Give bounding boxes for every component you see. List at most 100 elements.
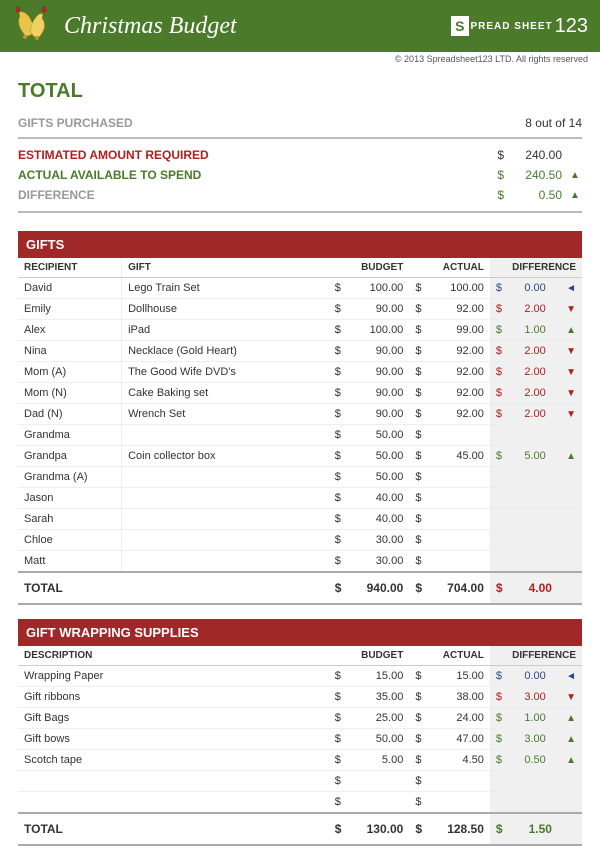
table-row: Dad (N)Wrench Set$90.00$92.00$2.00▼: [18, 404, 582, 425]
actual-cell: 99.00: [456, 324, 484, 336]
description-cell: [18, 792, 329, 814]
diff-cell: 2.00: [524, 303, 545, 315]
recipient-cell: Mom (A): [18, 362, 122, 383]
gifts-total-row: TOTAL $940.00 $704.00 $4.00: [18, 572, 582, 604]
table-row: GrandpaCoin collector box$50.00$45.00$5.…: [18, 446, 582, 467]
wrapping-total-diff: 1.50: [529, 822, 552, 836]
arrow-icon: ▲: [566, 713, 576, 724]
col-recipient: RECIPIENT: [18, 258, 122, 278]
recipient-cell: Chloe: [18, 530, 122, 551]
gift-cell: [122, 467, 329, 488]
arrow-icon: ▼: [566, 367, 576, 378]
gifts-table: RECIPIENT GIFT BUDGET ACTUAL DIFFERENCE …: [18, 258, 582, 605]
gifts-purchased-value: 8 out of 14: [525, 116, 582, 130]
col-actual: ACTUAL: [409, 646, 490, 666]
description-cell: Scotch tape: [18, 750, 329, 771]
gift-cell: The Good Wife DVD's: [122, 362, 329, 383]
table-row: Chloe$30.00$: [18, 530, 582, 551]
actual-cell: 92.00: [456, 366, 484, 378]
estimated-value: 240.00: [512, 148, 562, 162]
gifts-total-budget: 940.00: [367, 581, 404, 595]
budget-cell: 50.00: [376, 450, 404, 462]
table-row: Scotch tape$5.00$4.50$0.50▲: [18, 750, 582, 771]
diff-cell: 3.00: [524, 691, 545, 703]
actual-cell: 15.00: [456, 670, 484, 682]
actual-cell: 38.00: [456, 691, 484, 703]
budget-cell: 25.00: [376, 712, 404, 724]
table-row: Mom (N)Cake Baking set$90.00$92.00$2.00▼: [18, 383, 582, 404]
col-budget: BUDGET: [329, 646, 410, 666]
gifts-total-diff: 4.00: [529, 581, 552, 595]
up-arrow-icon: ▲: [570, 170, 582, 181]
recipient-cell: Nina: [18, 341, 122, 362]
arrow-icon: ▼: [566, 409, 576, 420]
table-row: Jason$40.00$: [18, 488, 582, 509]
actual-label: ACTUAL AVAILABLE TO SPEND: [18, 168, 201, 182]
arrow-icon: ◄: [566, 671, 576, 682]
gift-cell: Necklace (Gold Heart): [122, 341, 329, 362]
budget-cell: 30.00: [376, 534, 404, 546]
budget-cell: 90.00: [376, 303, 404, 315]
gifts-purchased-label: GIFTS PURCHASED: [18, 116, 133, 130]
diff-cell: 2.00: [524, 408, 545, 420]
budget-cell: 90.00: [376, 345, 404, 357]
table-row: Matt$30.00$: [18, 551, 582, 573]
arrow-icon: ▼: [566, 388, 576, 399]
difference-label: DIFFERENCE: [18, 188, 95, 202]
actual-cell: 24.00: [456, 712, 484, 724]
recipient-cell: Sarah: [18, 509, 122, 530]
budget-cell: 40.00: [376, 513, 404, 525]
difference-value: 0.50: [512, 188, 562, 202]
col-difference: DIFFERENCE: [490, 646, 582, 666]
header-bar: Christmas Budget S PREAD SHEET 123: [0, 0, 600, 52]
gift-cell: [122, 425, 329, 446]
diff-cell: 5.00: [524, 450, 545, 462]
recipient-cell: David: [18, 278, 122, 299]
copyright: © 2013 Spreadsheet123 LTD. All rights re…: [0, 52, 600, 74]
table-row: Gift ribbons$35.00$38.00$3.00▼: [18, 687, 582, 708]
arrow-icon: ◄: [566, 283, 576, 294]
actual-cell: 45.00: [456, 450, 484, 462]
recipient-cell: Dad (N): [18, 404, 122, 425]
estimated-row: ESTIMATED AMOUNT REQUIRED $ 240.00: [18, 145, 582, 165]
diff-cell: 2.00: [524, 387, 545, 399]
recipient-cell: Grandpa: [18, 446, 122, 467]
gift-cell: Coin collector box: [122, 446, 329, 467]
arrow-icon: ▲: [566, 734, 576, 745]
arrow-icon: ▼: [566, 692, 576, 703]
budget-cell: 50.00: [376, 733, 404, 745]
table-row: Sarah$40.00$: [18, 509, 582, 530]
recipient-cell: Grandma: [18, 425, 122, 446]
budget-cell: 50.00: [376, 471, 404, 483]
diff-cell: 2.00: [524, 366, 545, 378]
budget-cell: 90.00: [376, 408, 404, 420]
gift-cell: Cake Baking set: [122, 383, 329, 404]
gift-cell: [122, 509, 329, 530]
col-gift: GIFT: [122, 258, 329, 278]
col-actual: ACTUAL: [409, 258, 490, 278]
recipient-cell: Emily: [18, 299, 122, 320]
page-title: Christmas Budget: [64, 13, 451, 40]
arrow-icon: ▼: [566, 304, 576, 315]
gifts-section-header: GIFTS: [18, 231, 582, 258]
table-row: AlexiPad$100.00$99.00$1.00▲: [18, 320, 582, 341]
actual-cell: 100.00: [450, 282, 484, 294]
table-row: $$: [18, 771, 582, 792]
difference-row: DIFFERENCE $ 0.50 ▲: [18, 185, 582, 205]
bells-icon: [12, 4, 56, 48]
gift-cell: [122, 488, 329, 509]
diff-cell: 1.00: [524, 324, 545, 336]
col-description: DESCRIPTION: [18, 646, 329, 666]
table-row: Grandma (A)$50.00$: [18, 467, 582, 488]
diff-cell: 0.00: [524, 282, 545, 294]
content: TOTAL GIFTS PURCHASED 8 out of 14 ESTIMA…: [0, 74, 600, 846]
table-row: Wrapping Paper$15.00$15.00$0.00◄: [18, 666, 582, 687]
wrapping-total-actual: 128.50: [447, 822, 484, 836]
budget-cell: 100.00: [370, 282, 404, 294]
budget-cell: 100.00: [370, 324, 404, 336]
separator: [18, 211, 582, 213]
description-cell: [18, 771, 329, 792]
actual-cell: 92.00: [456, 303, 484, 315]
description-cell: Gift bows: [18, 729, 329, 750]
table-row: DavidLego Train Set$100.00$100.00$0.00◄: [18, 278, 582, 299]
